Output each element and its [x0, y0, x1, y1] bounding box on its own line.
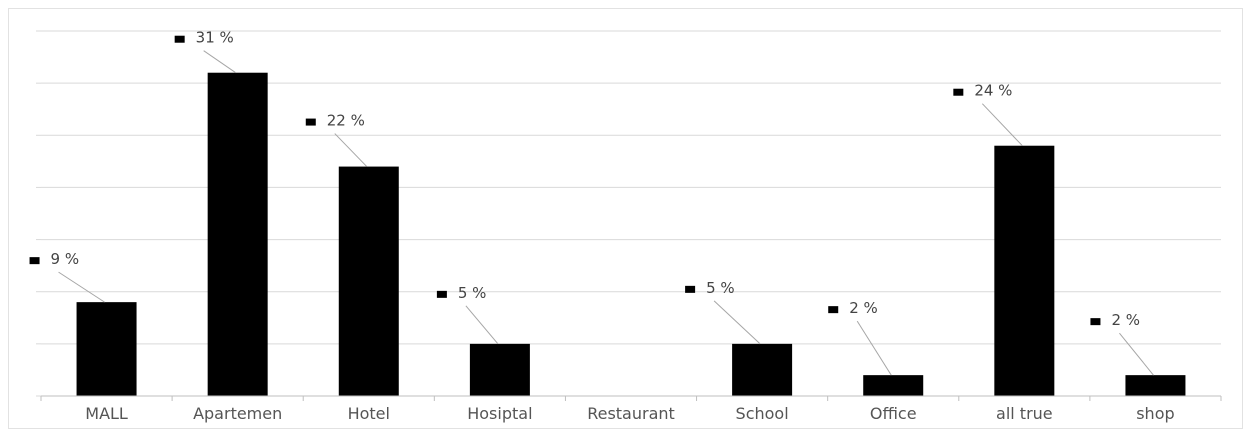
leader-line: [1119, 332, 1154, 376]
data-label: 24 %: [974, 82, 1012, 100]
chart-frame: 9 % 31 % 22 % 5 % 5 % 2 % 24 % 2 % MALL Aparteme…: [8, 8, 1243, 429]
bar: [732, 343, 793, 396]
data-label: 22 %: [327, 112, 365, 130]
leader-line: [465, 305, 499, 345]
label-marker: [305, 118, 316, 126]
leader-line: [713, 300, 761, 345]
label-marker: [685, 285, 696, 293]
data-label: 5 %: [706, 279, 735, 297]
bar: [338, 166, 399, 396]
leader-lines: [58, 50, 1154, 376]
x-tick-label: Hotel: [348, 404, 390, 423]
data-label: 2 %: [849, 299, 878, 317]
data-label: 2 %: [1111, 311, 1140, 329]
bar: [994, 145, 1055, 396]
x-tick-label: Office: [870, 404, 917, 423]
data-label: 31 %: [196, 29, 234, 47]
label-marker: [436, 290, 447, 298]
bar: [469, 343, 530, 396]
label-marker: [1090, 318, 1101, 326]
x-tick-label: shop: [1136, 404, 1174, 423]
bar: [207, 72, 268, 396]
leader-line: [58, 271, 105, 303]
x-axis: MALL Apartemen Hotel Hosiptal Restaurant Scho…: [40, 395, 1222, 423]
x-tick-label: MALL: [85, 404, 128, 423]
bar-chart: 9 % 31 % 22 % 5 % 5 % 2 % 24 % 2 % MALL Aparteme…: [29, 29, 1222, 423]
bar: [76, 302, 137, 396]
leader-line: [203, 50, 236, 74]
bar: [863, 375, 924, 396]
x-tick-label: Hosiptal: [467, 404, 532, 423]
x-tick-label: Restaurant: [587, 404, 675, 423]
bar: [1125, 375, 1186, 396]
leader-line: [856, 320, 892, 376]
data-label: 5 %: [458, 284, 487, 302]
x-tick-label: Apartemen: [193, 404, 282, 423]
bars: [76, 72, 1186, 396]
leader-line: [334, 133, 368, 167]
label-marker: [174, 35, 185, 43]
x-tick-label: School: [736, 404, 789, 423]
label-marker: [953, 88, 964, 96]
label-marker: [29, 257, 40, 265]
label-marker: [828, 306, 839, 314]
x-tick-label: all true: [996, 404, 1053, 423]
leader-line: [981, 103, 1023, 147]
data-label: 9 %: [51, 250, 80, 268]
data-labels: 9 % 31 % 22 % 5 % 5 % 2 % 24 % 2 %: [29, 29, 1140, 329]
